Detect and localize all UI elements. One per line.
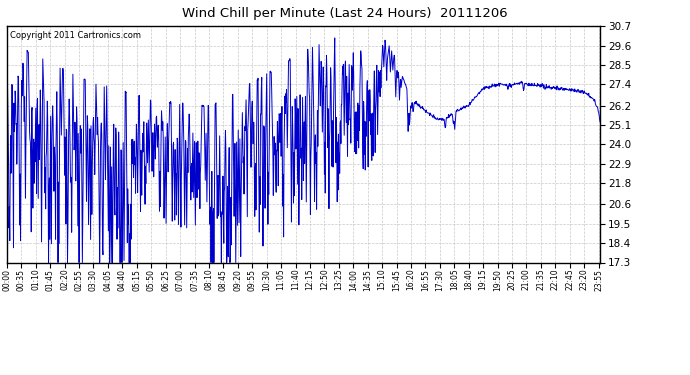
Text: Wind Chill per Minute (Last 24 Hours)  20111206: Wind Chill per Minute (Last 24 Hours) 20… <box>182 8 508 21</box>
Text: Copyright 2011 Cartronics.com: Copyright 2011 Cartronics.com <box>10 31 141 40</box>
